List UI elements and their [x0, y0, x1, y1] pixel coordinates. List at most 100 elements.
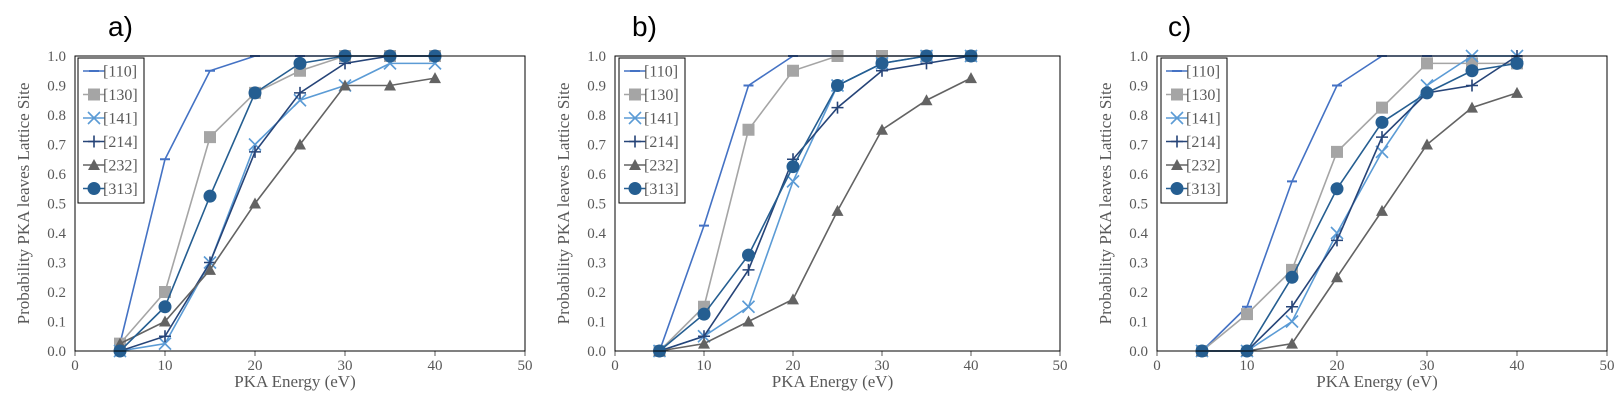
series-line [1202, 62, 1518, 352]
x-tick-label: 0 [611, 358, 619, 374]
legend-label: [130] [644, 87, 679, 104]
legend-label: [232] [644, 158, 679, 175]
data-point [1420, 86, 1434, 100]
y-tick-label: 0.2 [587, 285, 606, 301]
plot-frame [614, 55, 1061, 352]
x-tick-label: 30 [875, 358, 890, 374]
data-point [787, 293, 799, 305]
y-tick-label: 0.8 [587, 108, 606, 124]
data-point [831, 101, 844, 114]
data-point [831, 204, 844, 216]
panel-label: c) [1168, 11, 1191, 42]
x-tick-label: 50 [518, 358, 533, 374]
legend-marker [629, 88, 641, 101]
series-110 [1197, 55, 1522, 352]
y-tick-label: 1.0 [587, 49, 606, 65]
series-line [659, 77, 972, 352]
data-point [294, 86, 306, 99]
data-point [742, 248, 755, 262]
y-tick-label: 0.7 [47, 138, 66, 154]
y-tick-label: 0.8 [1129, 108, 1148, 124]
x-tick-label: 50 [1600, 358, 1615, 374]
data-point [204, 263, 216, 275]
chart-panel-1: a) 0.0 0.1 0.2 0.3 0.4 0.5 0.6 0.7 0.8 0.9 1.0 0 10 20… [14, 11, 533, 391]
legend-label: [141] [1186, 111, 1221, 128]
data-point [742, 123, 755, 136]
x-tick-label: 40 [1510, 358, 1525, 374]
series-313 [113, 49, 442, 358]
data-point [293, 56, 307, 70]
y-tick-label: 0.8 [47, 108, 66, 124]
x-tick-label: 40 [964, 358, 979, 374]
data-point [1510, 56, 1524, 70]
data-point [1286, 300, 1298, 313]
series-line [659, 55, 972, 352]
legend-label: [110] [103, 64, 137, 81]
chart-panel-3: c) 0.0 0.1 0.2 0.3 0.4 0.5 0.6 0.7 0.8 0.9 1.0 0 10 20… [1096, 11, 1615, 391]
data-point [920, 94, 933, 106]
y-tick-label: 1.0 [47, 49, 66, 65]
data-point [1376, 101, 1388, 114]
y-tick-label: 0.1 [587, 315, 606, 331]
y-axis-title: Probability PKA leaves Lattice Site [1096, 83, 1115, 325]
legend-marker [1171, 88, 1183, 101]
series-313 [653, 49, 978, 358]
data-point [786, 160, 800, 174]
y-tick-label: 0.1 [47, 315, 66, 331]
legend-marker [1171, 135, 1183, 148]
data-point [294, 138, 306, 150]
legend-marker [88, 135, 100, 148]
y-tick-label: 0.4 [47, 226, 66, 242]
x-tick-label: 10 [158, 358, 173, 374]
x-tick-label: 10 [697, 358, 712, 374]
data-point [1330, 182, 1344, 196]
legend-box [1160, 57, 1228, 204]
data-point [248, 137, 262, 152]
legend-marker [1170, 182, 1184, 195]
y-tick-label: 0.0 [47, 344, 66, 360]
data-point [159, 315, 171, 327]
x-tick-label: 10 [1240, 358, 1255, 374]
y-tick-label: 0.3 [587, 256, 606, 272]
legend-label: [110] [1186, 64, 1220, 81]
legend: [110] [130] [141] [214] [232] [313] [618, 57, 686, 204]
y-axis-title: Probability PKA leaves Lattice Site [554, 83, 573, 325]
data-point [1331, 234, 1343, 247]
data-point [204, 131, 216, 144]
legend-marker [1170, 111, 1184, 125]
plot-frame [74, 55, 526, 352]
data-point [875, 56, 889, 70]
y-tick-label: 0.1 [1129, 315, 1148, 331]
data-point [248, 86, 262, 100]
x-tick-label: 20 [1330, 358, 1345, 374]
data-point [1331, 145, 1343, 158]
y-axis-title: Probability PKA leaves Lattice Site [14, 83, 33, 325]
data-point [1286, 337, 1298, 349]
data-point [1376, 131, 1388, 144]
legend-marker [629, 135, 641, 148]
data-point [697, 307, 711, 321]
legend-label: [232] [1186, 158, 1221, 175]
y-tick-label: 0.5 [47, 197, 66, 213]
legend-label: [313] [644, 181, 679, 198]
data-point [159, 330, 171, 343]
legend-label: [313] [103, 181, 138, 198]
data-point [1285, 314, 1299, 329]
x-tick-label: 30 [1420, 358, 1435, 374]
y-tick-label: 0.6 [587, 167, 606, 183]
data-point [831, 79, 844, 92]
chart-panel-2: b) 0.0 0.1 0.2 0.3 0.4 0.5 0.6 0.7 0.8 0.9 1.0 0 10 20… [554, 11, 1068, 391]
legend-marker [628, 111, 642, 125]
x-tick-label: 0 [71, 358, 79, 374]
data-point [786, 174, 800, 188]
data-point [742, 315, 755, 327]
y-tick-label: 0.4 [587, 226, 606, 242]
legend-label: [130] [1186, 87, 1221, 104]
legend-label: [214] [644, 134, 679, 151]
data-point [293, 93, 307, 107]
x-axis-title: PKA Energy (eV) [772, 372, 894, 391]
data-point [1511, 86, 1523, 98]
data-point [1421, 138, 1433, 150]
panel-label: b) [632, 11, 657, 42]
